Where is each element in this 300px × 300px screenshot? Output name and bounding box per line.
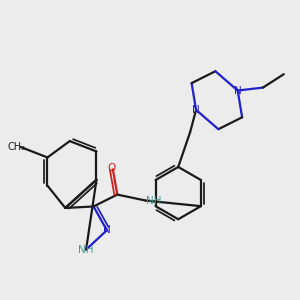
Text: N: N [103,225,111,235]
Text: N: N [234,85,242,96]
Text: NH: NH [78,244,94,255]
Text: N: N [192,105,200,115]
Text: O: O [107,163,116,173]
Text: CH₃: CH₃ [7,142,25,152]
Text: NH: NH [146,196,161,206]
